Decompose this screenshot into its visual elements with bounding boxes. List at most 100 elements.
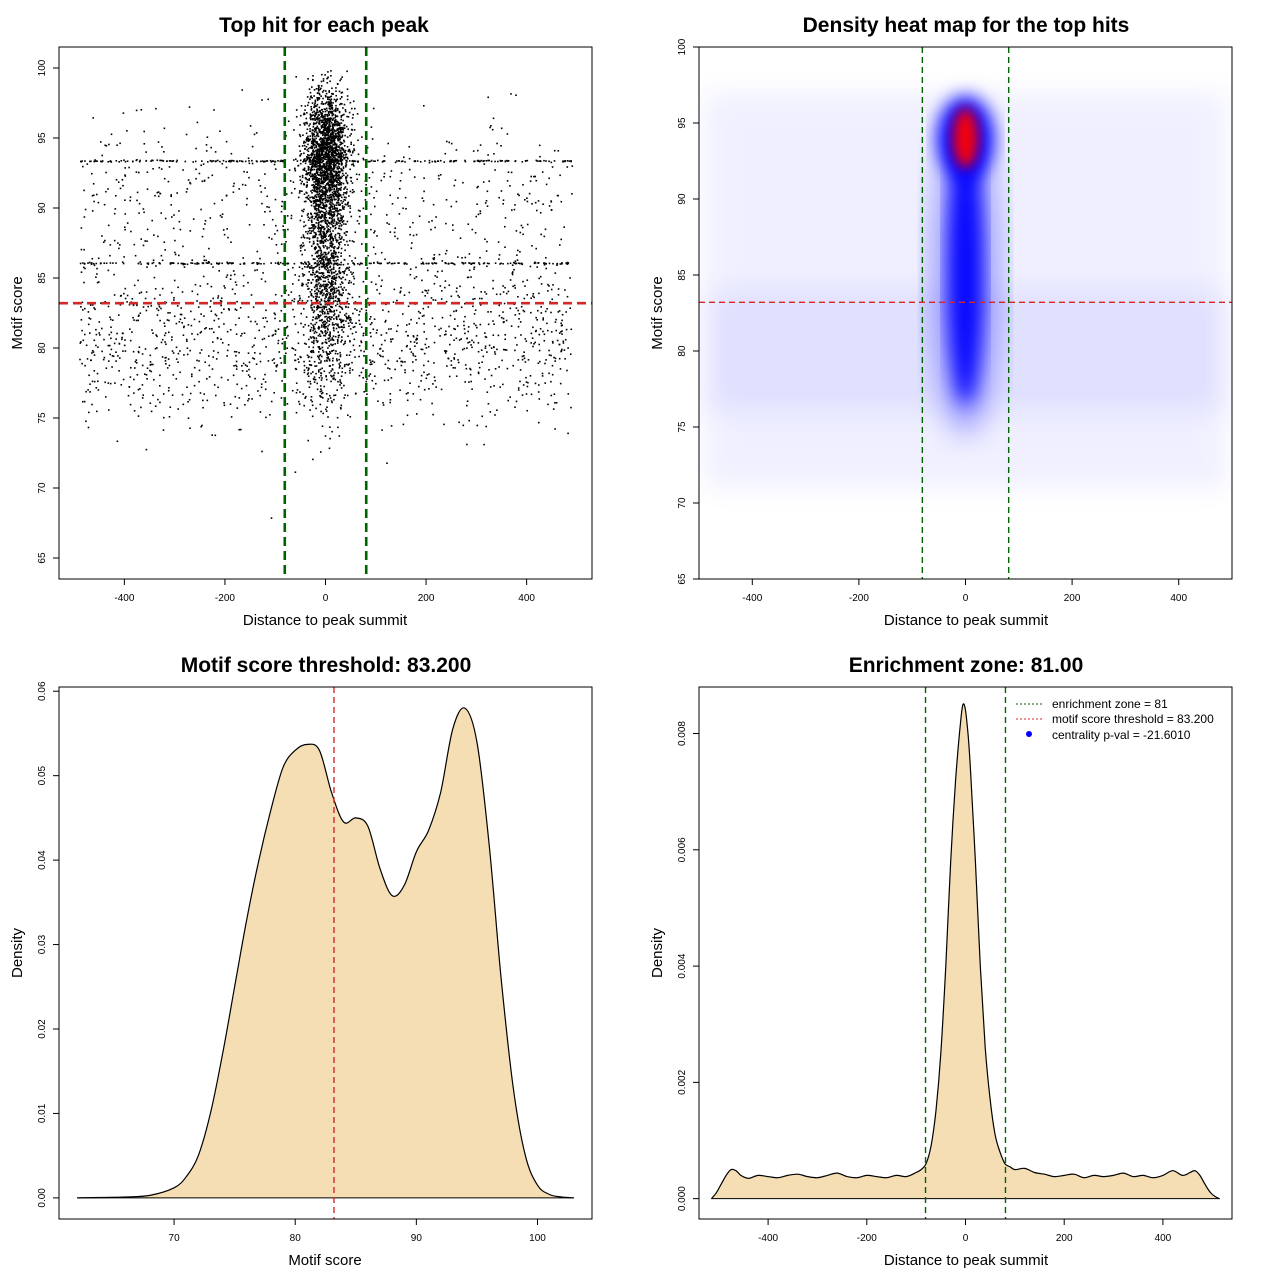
scatter-point xyxy=(327,357,329,360)
scatter-point xyxy=(344,187,346,189)
scatter-point xyxy=(271,160,274,162)
scatter-point xyxy=(336,358,338,360)
scatter-point xyxy=(307,101,310,104)
scatter-point xyxy=(326,293,328,295)
scatter-point xyxy=(80,248,83,251)
scatter-point xyxy=(115,179,118,181)
scatter-point xyxy=(539,360,541,363)
scatter-point xyxy=(308,124,310,127)
scatter-point xyxy=(570,328,573,331)
scatter-point xyxy=(107,161,109,163)
scatter-point xyxy=(329,437,331,440)
scatter-point xyxy=(362,367,364,369)
scatter-point xyxy=(324,113,326,116)
scatter-point xyxy=(339,130,342,133)
scatter-point xyxy=(501,160,504,162)
scatter-point xyxy=(338,263,340,266)
scatter-point xyxy=(334,114,337,116)
scatter-point xyxy=(367,297,369,300)
scatter-point xyxy=(340,255,342,257)
scatter-point xyxy=(531,245,533,247)
scatter-point xyxy=(96,372,99,375)
scatter-point xyxy=(266,195,268,198)
scatter-point xyxy=(168,331,170,334)
scatter-point xyxy=(486,262,489,265)
scatter-point xyxy=(335,104,337,107)
scatter-point xyxy=(327,311,329,313)
scatter-point xyxy=(114,382,116,384)
scatter-point xyxy=(263,337,266,340)
scatter-point xyxy=(524,361,527,363)
scatter-point xyxy=(340,126,343,129)
scatter-point xyxy=(152,168,154,170)
scatter-point xyxy=(108,333,111,336)
scatter-point xyxy=(326,163,328,165)
scatter-point xyxy=(514,260,517,263)
scatter-point xyxy=(404,262,407,264)
scatter-point xyxy=(321,210,324,213)
scatter-point xyxy=(312,144,314,146)
scatter-point xyxy=(167,358,170,360)
scatter-point xyxy=(502,203,504,205)
scatter-point xyxy=(494,351,496,353)
scatter-point xyxy=(470,380,472,383)
scatter-point xyxy=(543,262,545,264)
scatter-point xyxy=(545,183,548,186)
scatter-point xyxy=(330,290,332,292)
scatter-point xyxy=(325,199,328,201)
scatter-point xyxy=(328,186,331,189)
scatter-point xyxy=(335,296,337,299)
scatter-point xyxy=(413,176,416,178)
scatter-point xyxy=(324,201,327,204)
scatter-point xyxy=(299,155,301,157)
scatter-point xyxy=(405,392,408,395)
scatter-point xyxy=(186,347,189,349)
scatter-point xyxy=(349,101,352,104)
scatter-point xyxy=(347,292,350,295)
scatter-point xyxy=(110,161,113,163)
scatter-point xyxy=(368,177,371,179)
scatter-point xyxy=(271,238,273,240)
scatter-point xyxy=(119,304,122,306)
scatter-point xyxy=(324,214,327,216)
scatter-point xyxy=(441,270,443,272)
scatter-point xyxy=(486,391,489,393)
scatter-point xyxy=(330,70,332,72)
scatter-point xyxy=(316,148,319,151)
scatter-point xyxy=(233,273,236,276)
scatter-point xyxy=(323,128,325,131)
scatter-point xyxy=(396,237,399,240)
scatter-point xyxy=(331,183,333,185)
scatter-point xyxy=(319,306,322,309)
scatter-point xyxy=(190,324,193,327)
scatter-point xyxy=(500,316,503,319)
scatter-point xyxy=(313,342,315,345)
scatter-point xyxy=(340,78,342,80)
scatter-point xyxy=(306,128,309,131)
scatter-point xyxy=(330,107,333,109)
scatter-point xyxy=(108,409,110,411)
scatter-point xyxy=(533,175,535,178)
scatter-point xyxy=(372,387,375,390)
scatter-point xyxy=(478,262,480,264)
scatter-point xyxy=(327,353,329,355)
scatter-point xyxy=(348,325,350,327)
scatter-point xyxy=(321,189,323,191)
scatter-point xyxy=(137,262,140,265)
scatter-point xyxy=(330,217,333,220)
scatter-point xyxy=(520,334,522,336)
scatter-point xyxy=(479,210,482,212)
scatter-point xyxy=(525,393,528,395)
scatter-point xyxy=(485,336,488,339)
scatter-point xyxy=(312,153,314,156)
scatter-point xyxy=(459,285,461,288)
scatter-point xyxy=(319,195,322,198)
scatter-point xyxy=(159,401,161,404)
scatter-point xyxy=(329,269,332,272)
scatter-point xyxy=(334,224,336,227)
scatter-point xyxy=(305,263,307,265)
scatter-point xyxy=(318,215,320,218)
scatter-point xyxy=(316,161,318,163)
scatter-point xyxy=(97,380,99,383)
scatter-point xyxy=(163,177,166,180)
